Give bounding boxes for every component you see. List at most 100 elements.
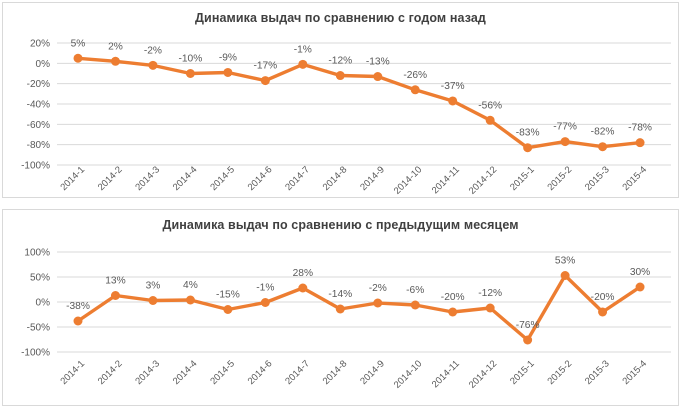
data-label: -1% xyxy=(294,44,312,55)
data-label: -6% xyxy=(406,285,424,296)
data-point-marker xyxy=(635,282,645,292)
data-label: -37% xyxy=(441,81,465,92)
data-label: -14% xyxy=(328,289,352,300)
x-axis-label: 2015-4 xyxy=(620,164,649,193)
x-axis-label: 2014-10 xyxy=(392,164,424,196)
x-axis-label: 2015-2 xyxy=(546,164,575,193)
data-point-marker xyxy=(73,316,83,326)
data-label: -78% xyxy=(628,123,652,134)
chart-panel-mom: Динамика выдач по сравнению с предыдущим… xyxy=(2,209,679,406)
x-axis-label: 2014-2 xyxy=(96,358,125,387)
x-axis-label: 2015-1 xyxy=(508,164,537,193)
x-axis-label: 2014-5 xyxy=(208,358,237,387)
data-point-marker xyxy=(410,300,420,310)
yoy-line-chart: 20%0%-20%-40%-60%-80%-100% 2014-1 2014-2 20… xyxy=(21,38,671,197)
x-axis-labels: 2014-1 2014-2 2014-3 2014-4 2014-5 2014-6 2014… xyxy=(58,358,649,390)
x-axis-label: 2015-1 xyxy=(508,358,537,387)
x-axis-label: 2014-3 xyxy=(133,164,162,193)
data-point-marker xyxy=(148,60,158,70)
x-axis-label: 2014-10 xyxy=(392,358,424,390)
x-axis-label: 2015-3 xyxy=(583,164,612,193)
mom-line-chart: 100%50%0%-50%-100%2014-1 2014-2 2014-3 2014… xyxy=(21,248,671,391)
chart-panel-yoy: Динамика выдач по сравнению с годом наза… xyxy=(2,2,679,198)
x-axis-label: 2014-6 xyxy=(246,358,275,387)
series-line xyxy=(76,273,642,342)
y-tick-label: -40% xyxy=(27,100,50,111)
data-label: -10% xyxy=(179,54,203,65)
data-label: -38% xyxy=(66,301,90,312)
data-point-marker xyxy=(110,291,120,300)
data-point-marker xyxy=(260,298,270,307)
x-axis-label: 2014-6 xyxy=(246,164,275,193)
gridlines xyxy=(57,42,671,166)
y-axis-tick-labels: 20% 0% -20% -40% -60% -80% -100% xyxy=(21,39,50,172)
x-axis-label: 2014-3 xyxy=(133,358,162,387)
data-label: -15% xyxy=(216,290,240,301)
data-label: -12% xyxy=(328,56,352,67)
data-label: -13% xyxy=(366,57,390,68)
data-point-marker xyxy=(485,303,495,313)
data-label: 4% xyxy=(183,280,198,291)
data-label: -83% xyxy=(516,128,540,139)
x-axis-label: 2014-11 xyxy=(430,358,462,390)
y-tick-label: -60% xyxy=(27,120,50,131)
data-label: -1% xyxy=(256,283,274,294)
data-label: -77% xyxy=(553,122,577,133)
data-point-marker xyxy=(148,296,158,305)
data-point-marker xyxy=(598,142,608,152)
y-axis-tick-labels: 100% 50% 0% -50% -100% xyxy=(21,248,50,359)
data-point-marker xyxy=(598,307,608,317)
data-point-marker xyxy=(410,85,420,95)
x-axis-label: 2014-9 xyxy=(358,164,387,193)
x-axis-label: 2014-4 xyxy=(171,164,200,193)
x-axis-label: 2015-2 xyxy=(546,358,575,387)
data-point-marker xyxy=(260,76,270,86)
data-point-marker xyxy=(373,72,383,82)
y-tick-label: -20% xyxy=(27,79,50,90)
data-point-marker xyxy=(110,56,120,66)
y-tick-label: 50% xyxy=(30,273,50,284)
data-label: -26% xyxy=(403,70,427,81)
data-label: -2% xyxy=(144,45,162,56)
x-axis-label: 2014-2 xyxy=(96,164,125,193)
data-label: 13% xyxy=(105,276,125,287)
y-tick-label: 100% xyxy=(24,248,50,259)
data-point-marker xyxy=(523,335,533,345)
data-point-marker xyxy=(73,53,83,63)
data-point-marker xyxy=(185,295,195,305)
x-axis-label: 2014-8 xyxy=(321,164,350,193)
x-axis-label: 2014-8 xyxy=(321,358,350,387)
data-label: -82% xyxy=(591,127,615,138)
data-labels: -38% 13% 3% 4% -15% -1% 28% -14% -2% -6% -20% -12% -… xyxy=(66,256,650,332)
chart-title-mom: Динамика выдач по сравнению с предыдущим… xyxy=(162,218,519,232)
data-label: -12% xyxy=(478,288,502,299)
data-point-marker xyxy=(560,137,570,147)
data-label: -20% xyxy=(441,292,465,303)
data-label: -2% xyxy=(369,283,387,294)
y-tick-label: 20% xyxy=(30,39,50,50)
series-markers xyxy=(73,271,645,345)
data-point-marker xyxy=(298,59,308,69)
data-point-marker xyxy=(223,67,233,77)
x-axis-label: 2014-7 xyxy=(283,358,312,387)
data-label: -17% xyxy=(253,61,277,72)
data-label: -76% xyxy=(516,320,540,331)
data-point-marker xyxy=(373,298,383,308)
x-axis-label: 2014-1 xyxy=(58,164,87,193)
x-axis-label: 2014-1 xyxy=(58,358,87,387)
data-point-marker xyxy=(298,283,308,293)
y-tick-label: -100% xyxy=(21,348,50,359)
x-axis-label: 2014-4 xyxy=(171,358,200,387)
x-axis-label: 2015-3 xyxy=(583,358,612,387)
data-point-marker xyxy=(635,138,645,148)
y-tick-label: -50% xyxy=(27,323,50,334)
x-axis-label: 2014-11 xyxy=(430,164,462,196)
series-line xyxy=(76,56,642,150)
data-labels: 5% 2% -2% -10% -9% -17% -1% -12% -13% -26% -37% -56… xyxy=(71,38,652,138)
data-label: -20% xyxy=(591,292,615,303)
y-tick-label: -100% xyxy=(21,161,50,172)
data-point-marker xyxy=(448,96,458,106)
data-point-marker xyxy=(448,307,458,317)
data-label: -56% xyxy=(478,100,502,111)
